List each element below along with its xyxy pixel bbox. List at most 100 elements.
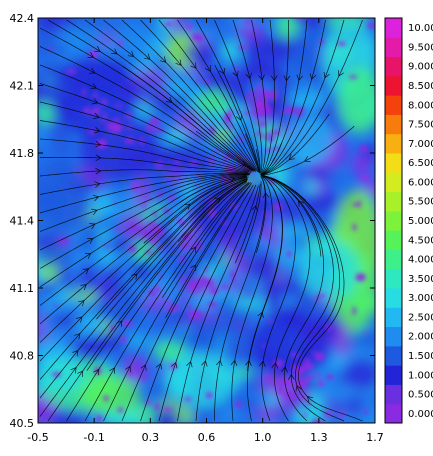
streamline-arrow [140, 364, 147, 371]
streamline-arrow [90, 83, 97, 90]
streamline [214, 64, 260, 172]
colorbar-segment [385, 365, 402, 385]
colorbar-segment [385, 230, 402, 250]
streamline-arrow [87, 238, 94, 244]
streamline [177, 19, 260, 173]
streamline [39, 178, 248, 399]
colorbar-label: 9.500 [408, 42, 433, 53]
streamline [261, 142, 283, 176]
colorbar-segment [385, 307, 402, 328]
streamline [39, 64, 252, 172]
streamline [177, 185, 259, 422]
streamline [39, 173, 251, 214]
streamline [262, 125, 355, 176]
colorbar-segment [385, 249, 402, 270]
streamline [66, 181, 247, 422]
streamline-arrow [87, 52, 94, 58]
streamline [177, 180, 247, 243]
x-tick-label: 1.7 [366, 431, 384, 444]
streamline-arrow [219, 68, 225, 75]
streamline [162, 183, 250, 298]
streamline-arrow [95, 167, 102, 175]
streamline [140, 19, 258, 172]
streamline-arrow [287, 374, 295, 380]
streamline [121, 19, 257, 171]
streamline-arrow [175, 59, 182, 66]
x-tick-label: 0.3 [142, 431, 160, 444]
streamline-arrow [88, 67, 96, 74]
x-axis: -0.5 -0.1 0.3 0.6 1.0 1.3 1.7 [27, 18, 384, 444]
streamline-arrow [309, 73, 317, 80]
streamline-arrow [296, 74, 303, 81]
streamline [47, 180, 247, 422]
streamline-arrow [93, 368, 100, 376]
colorbar-label: 1.000 [408, 370, 433, 381]
streamline [158, 184, 257, 422]
streamline [140, 184, 254, 422]
colorbar-segment [385, 191, 402, 212]
streamline [39, 172, 250, 195]
y-tick-label: 42.4 [10, 12, 35, 25]
streamline-arrow [239, 160, 247, 167]
streamline-arrow [84, 253, 92, 259]
colorbar-segment [385, 18, 402, 38]
colorbar-segment [385, 210, 402, 231]
x-tick-label: 1.3 [310, 431, 328, 444]
streamline-arrow [80, 284, 87, 291]
streamline-arrow [155, 363, 163, 370]
streamline-arrow [70, 367, 77, 374]
colorbar-label: 10.00 [408, 23, 433, 34]
streamline-arrow [76, 316, 83, 323]
streamline [195, 181, 262, 422]
streamline-arrow [125, 365, 131, 373]
x-tick-label: -0.5 [27, 431, 48, 444]
y-axis: 40.5 40.8 41.1 41.4 41.8 42.1 42.4 [10, 12, 375, 430]
streamline [39, 178, 248, 380]
streamline-arrow [95, 154, 102, 162]
y-tick-label: 41.8 [10, 147, 35, 160]
streamline-arrow [94, 46, 101, 52]
streamline [39, 175, 247, 288]
streamline [39, 174, 249, 232]
colorbar-segment [385, 403, 402, 424]
streamline [263, 175, 345, 422]
streamline [261, 175, 306, 201]
streamline-arrow [72, 349, 79, 357]
streamline [39, 176, 249, 343]
colorbar: 0.000 0.500 1.000 1.500 2.000 2.500 3.000 3.500… [385, 18, 433, 424]
streamline-arrow [116, 320, 123, 327]
plot-area [38, 18, 375, 423]
streamline-arrow [283, 75, 291, 82]
streamline-arrow [111, 48, 118, 55]
colorbar-label: 2.500 [408, 312, 433, 323]
streamlines [39, 19, 363, 422]
y-tick-label: 41.1 [10, 282, 35, 295]
y-tick-label: 41.4 [10, 215, 35, 228]
streamline-arrow [270, 75, 278, 82]
streamline [84, 19, 255, 171]
streamline-arrow [78, 300, 85, 307]
speed-field [38, 18, 375, 423]
colorbar-label: 9.000 [408, 62, 433, 73]
streamline-arrow [82, 268, 90, 275]
streamline [121, 185, 251, 422]
colorbar-label: 6.500 [408, 158, 433, 169]
streamline [261, 175, 296, 422]
streamline [261, 19, 363, 176]
streamline [39, 169, 248, 177]
streamline [195, 19, 261, 174]
streamline-arrow [93, 112, 100, 120]
y-tick-label: 40.8 [10, 350, 35, 363]
streamline [96, 178, 248, 320]
colorbar-label: 5.000 [408, 216, 433, 227]
streamline [261, 113, 330, 176]
streamline-arrow [323, 71, 330, 79]
streamline [231, 175, 273, 422]
colorbar-label: 3.000 [408, 293, 433, 304]
streamline-arrow [91, 208, 98, 216]
streamline [39, 83, 253, 173]
colorbar-segment [385, 345, 402, 366]
streamline-arrow [94, 127, 101, 134]
streamline [214, 175, 266, 421]
streamline-arrow [216, 359, 223, 367]
